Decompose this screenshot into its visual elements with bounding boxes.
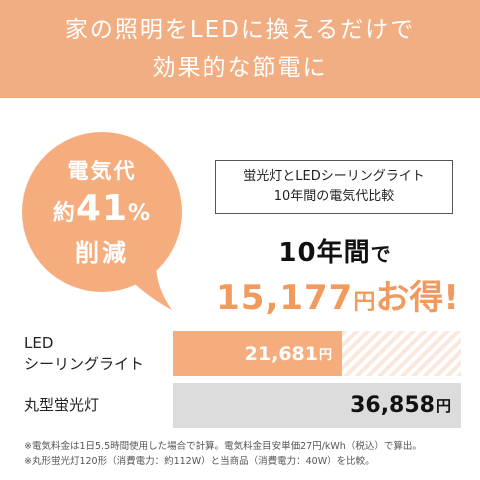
badge-percent-sign: % [128, 200, 152, 226]
savings-badge: 電気代 約41% 削減 [22, 132, 192, 322]
header-banner: 家の照明をLEDに換えるだけで 効果的な節電に [0, 0, 480, 98]
savings-amount: 15,177 [216, 278, 354, 318]
banner-line-1: 家の照明をLEDに換えるだけで [64, 17, 416, 43]
footnote-1: ※電気料金は1日5.5時間使用した場合で計算。電気料金目安単価27円/kWh（税… [24, 441, 422, 452]
comparison-caption-box: 蛍光灯とLEDシーリングライト 10年間の電気代比較 [215, 160, 453, 214]
years-number: 10 [278, 238, 317, 268]
footnote-2: ※丸形蛍光灯120形（消費電力：約112W）と当商品（消費電力：40W）を比較。 [24, 456, 375, 467]
badge-percent-number: 41 [75, 187, 129, 229]
led-label-line-2: シーリングライト [24, 355, 145, 373]
fluorescent-bar: 36,858 円 [173, 383, 461, 428]
footnotes: ※電気料金は1日5.5時間使用した場合で計算。電気料金目安単価27円/kWh（税… [24, 439, 474, 469]
badge-line-2: 約41% [53, 187, 151, 236]
comparison-line-2: 10年間の電気代比較 [273, 189, 395, 204]
banner-line-2: 効果的な節電に [152, 55, 328, 81]
fluorescent-bar-unit: 円 [435, 397, 451, 415]
badge-line-1: 電気代 [67, 158, 137, 183]
savings-unit: 円 [353, 290, 376, 315]
fluorescent-bar-value: 36,858 [350, 393, 435, 418]
speech-bubble-shape [22, 132, 182, 310]
comparison-line-1: 蛍光灯とLEDシーリングライト [243, 169, 425, 184]
led-label-line-1: LED [24, 334, 54, 352]
led-bar-unit: 円 [318, 348, 332, 363]
fluorescent-row-label: 丸型蛍光灯 [24, 396, 100, 414]
savings-headline: 15,177円お得! [195, 270, 480, 319]
badge-prefix: 約 [52, 200, 76, 226]
led-bar-value: 21,681 [244, 342, 318, 365]
led-bar: 21,681 円 [173, 331, 342, 376]
led-row-label: LED シーリングライト [24, 333, 144, 375]
years-word: 年間 [316, 238, 371, 268]
years-headline: 10年間で [205, 232, 465, 269]
years-particle: で [370, 242, 392, 266]
badge-line-3: 削減 [75, 238, 129, 267]
savings-suffix: お得! [375, 278, 459, 318]
